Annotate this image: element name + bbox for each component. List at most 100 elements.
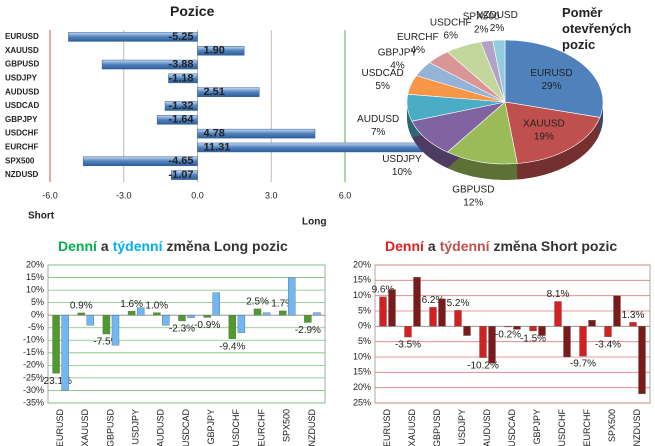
- value-label: -3.5%: [395, 340, 421, 351]
- value-label: -1.32: [168, 100, 193, 112]
- category-label: USDCAD: [5, 101, 39, 110]
- bar: [278, 310, 287, 316]
- value-label: 8.1%: [547, 289, 570, 300]
- category-label: EURCHF: [5, 143, 38, 152]
- bar: [68, 32, 198, 42]
- bar: [529, 326, 537, 332]
- y-tick-label: -5%: [28, 322, 44, 332]
- title-part: změna Short pozic: [493, 238, 618, 254]
- bar: [237, 314, 246, 333]
- slice-value: 4%: [390, 60, 405, 71]
- x-tick-label: NZDUSD: [307, 409, 317, 446]
- slice-label: EURUSD: [530, 68, 572, 79]
- bar: [404, 326, 412, 338]
- x-tick-label: GBPJPY: [532, 409, 542, 445]
- value-label: 1.6%: [120, 299, 143, 310]
- value-label: 2.5%: [246, 297, 269, 308]
- y-tick-label: 20%: [353, 259, 371, 269]
- x-tick-label: 0.0: [191, 190, 204, 200]
- value-label: 6.2%: [422, 295, 445, 306]
- bar: [127, 310, 136, 316]
- y-tick-label: -15%: [23, 347, 44, 357]
- x-tick-label: USDCHF: [231, 408, 241, 446]
- x-tick-label: GBPUSD: [432, 409, 442, 446]
- slice: [504, 101, 601, 164]
- bar: [156, 115, 198, 125]
- slice-value: 5%: [375, 81, 390, 92]
- axis-label: Long: [302, 217, 326, 228]
- x-tick-label: AUDUSD: [482, 409, 492, 446]
- y-tick-label: 20%: [26, 259, 44, 269]
- value-label: -2.3%: [169, 324, 195, 335]
- x-tick-label: NZDUSD: [632, 409, 642, 446]
- bar: [579, 326, 587, 357]
- bar: [136, 307, 145, 316]
- title-part: změna Long pozic: [166, 238, 288, 254]
- bar: [454, 310, 462, 327]
- bar: [313, 312, 321, 316]
- y-tick-label: 10%: [353, 351, 371, 361]
- bar: [52, 314, 60, 374]
- value-label: -1.5%: [520, 334, 546, 345]
- value-label: 1.7%: [271, 299, 294, 310]
- bar: [187, 314, 195, 318]
- bar: [197, 128, 316, 139]
- y-tick-label: 0%: [31, 310, 44, 320]
- slice-value: 19%: [534, 132, 554, 143]
- x-tick-label: GBPJPY: [206, 409, 216, 445]
- value-label: 9.6%: [372, 285, 395, 296]
- slice-value: 29%: [541, 81, 561, 92]
- slice-value: 2%: [490, 23, 505, 34]
- bar: [178, 314, 186, 322]
- bar: [102, 314, 111, 335]
- value-label: 1.3%: [622, 310, 645, 321]
- bar: [379, 296, 387, 327]
- slice-label: GBPJPY: [378, 47, 418, 58]
- y-tick-label: 5%: [358, 305, 371, 315]
- bar: [504, 326, 512, 328]
- value-label: 4.78: [204, 128, 225, 140]
- bar: [629, 322, 637, 327]
- x-tick-label: EURCHF: [256, 408, 266, 446]
- slice-value: 7%: [371, 127, 386, 138]
- y-tick-label: 25%: [353, 397, 371, 407]
- x-tick-label: EURCHF: [582, 408, 592, 446]
- slice-label: GBPUSD: [452, 185, 494, 196]
- category-label: USDJPY: [5, 73, 38, 82]
- x-tick-label: USDJPY: [131, 409, 141, 445]
- slice-label: SPX500: [463, 11, 500, 22]
- y-tick-label: -20%: [23, 360, 44, 370]
- y-tick-label: -30%: [23, 385, 44, 395]
- title-part: Denní: [385, 238, 424, 254]
- bar: [513, 326, 521, 330]
- y-tick-label: -35%: [23, 397, 44, 407]
- x-tick-label: AUDUSD: [156, 409, 166, 446]
- bar: [588, 320, 596, 327]
- bar: [604, 326, 612, 337]
- value-label: -4.65: [168, 155, 193, 167]
- bar: [438, 298, 446, 327]
- chart-title: Denní a týdenní změna Short pozic: [385, 238, 621, 254]
- slice-label: USDCAD: [362, 68, 404, 79]
- slice-label: USDCHF: [430, 18, 472, 29]
- category-label: USDCHF: [5, 129, 38, 138]
- x-tick-label: USDCAD: [507, 409, 517, 446]
- slice-value: 10%: [392, 167, 412, 178]
- x-tick-label: GBPUSD: [105, 409, 115, 446]
- bar: [203, 314, 211, 318]
- value-label: 1.0%: [145, 300, 168, 311]
- value-label: 1.90: [204, 45, 225, 57]
- x-tick-label: XAUUSD: [80, 409, 90, 446]
- y-tick-label: -10%: [23, 335, 44, 345]
- bar: [164, 101, 198, 111]
- x-tick-label: EURUSD: [382, 409, 392, 446]
- bar: [563, 326, 571, 358]
- x-tick-label: USDCHF: [557, 408, 567, 446]
- value-label: -0.2%: [495, 330, 521, 341]
- x-tick-label: -6.0: [42, 190, 58, 200]
- value-label: 5.2%: [447, 298, 470, 309]
- bar: [61, 314, 69, 391]
- slice: [504, 39, 604, 118]
